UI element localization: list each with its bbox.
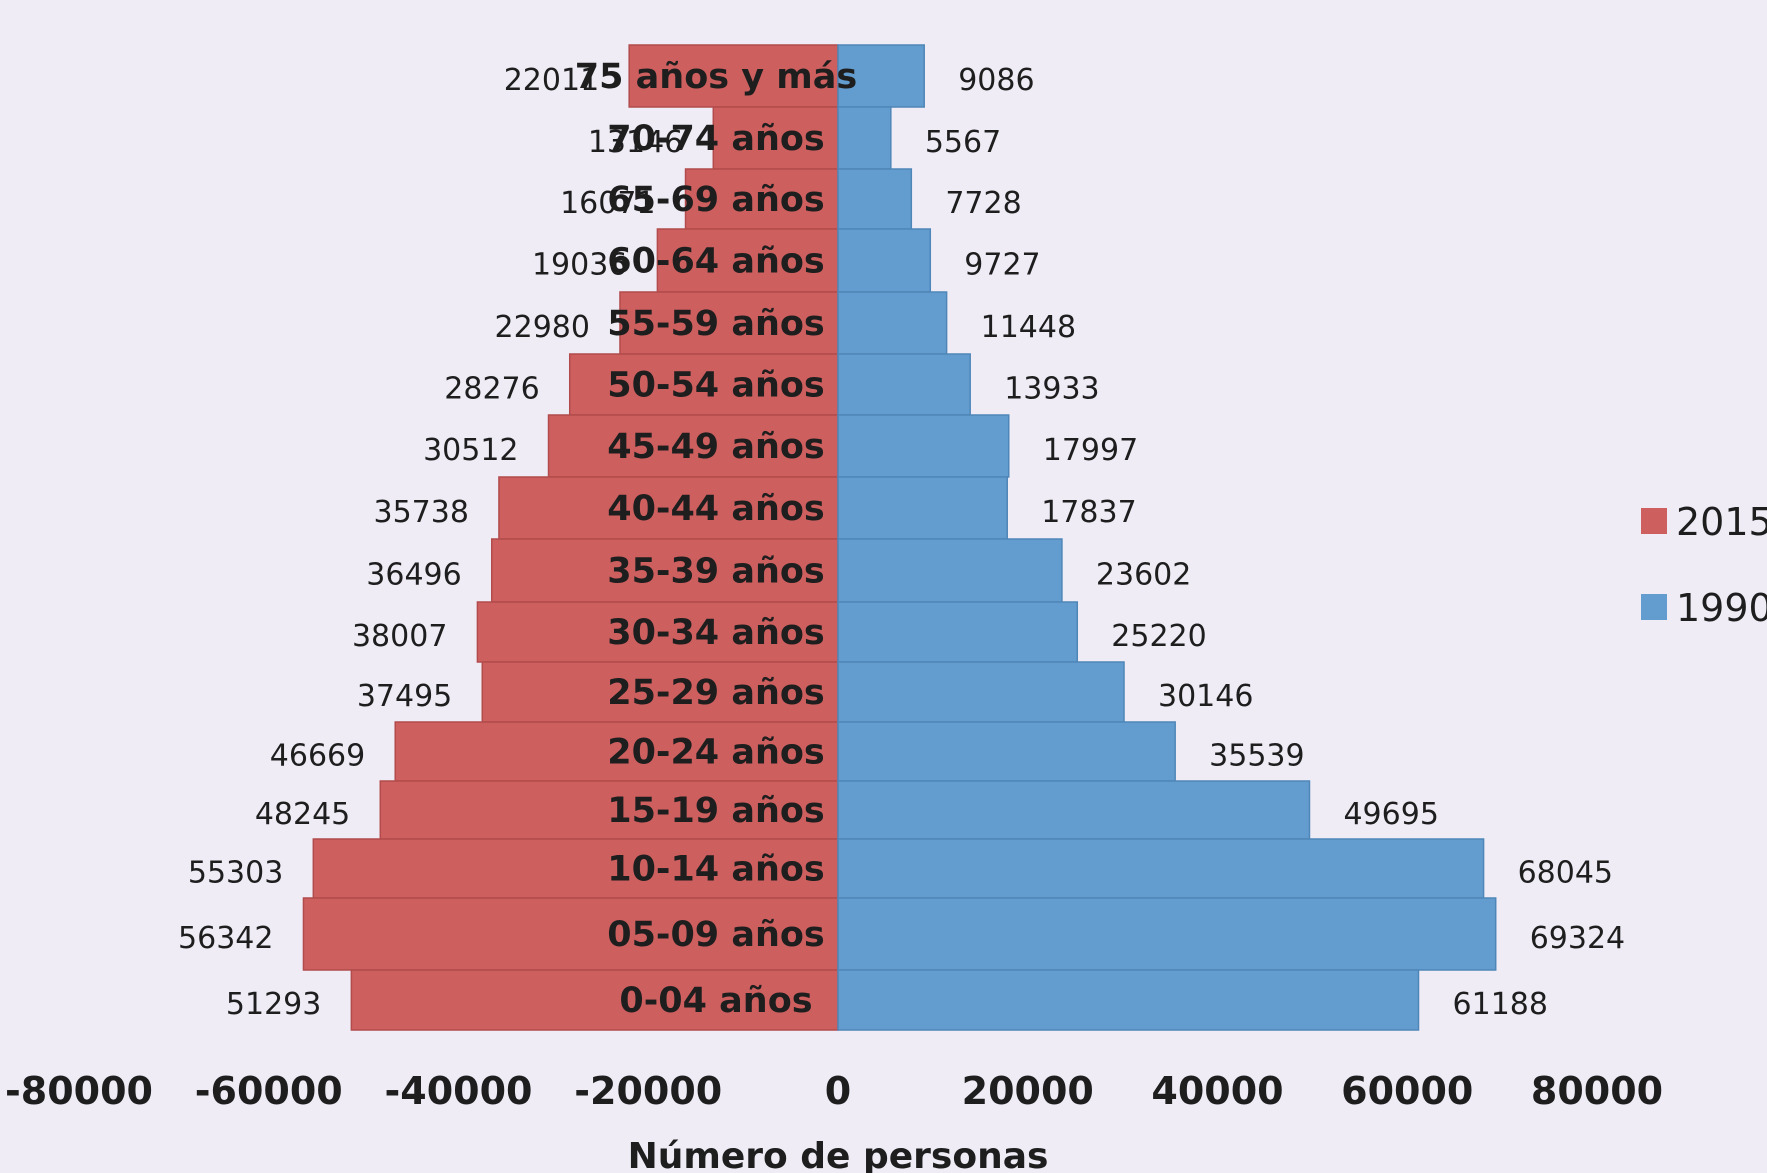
value-label-1990-7: 17837 <box>1041 495 1136 530</box>
category-label-5: 50-54 años <box>607 366 825 406</box>
category-label-9: 30-34 años <box>607 613 825 653</box>
category-label-10: 25-29 años <box>607 673 825 713</box>
bar-1990-3 <box>837 228 932 293</box>
category-label-8: 35-39 años <box>607 552 825 592</box>
bar-1990-9 <box>837 601 1079 663</box>
bars-series-2015 <box>302 44 839 1031</box>
x-axis-title: Número de personas <box>628 1136 1049 1173</box>
bar-2015-0 <box>628 44 839 108</box>
category-label-4: 55-59 años <box>607 304 825 344</box>
value-label-1990-2: 7728 <box>945 186 1021 221</box>
value-label-2015-8: 36496 <box>366 558 461 593</box>
x-tick-1: -60000 <box>195 1069 343 1113</box>
bar-1990-5 <box>837 353 971 416</box>
x-tick-0: -80000 <box>5 1069 153 1113</box>
bar-2015-1 <box>712 106 839 170</box>
bar-1990-10 <box>837 661 1125 723</box>
legend-swatch-1990 <box>1641 594 1667 620</box>
value-label-2015-6: 30512 <box>423 433 518 468</box>
value-label-2015-2: 16071 <box>560 186 655 221</box>
legend: 2015 1990 <box>1641 500 1767 630</box>
value-label-2015-15: 51293 <box>226 987 321 1022</box>
value-label-2015-1: 13146 <box>588 125 683 160</box>
bar-1990-1 <box>837 106 892 170</box>
category-label-3: 60-64 años <box>607 242 825 282</box>
value-label-2015-9: 38007 <box>352 619 447 654</box>
value-label-1990-15: 61188 <box>1453 987 1548 1022</box>
bar-1990-15 <box>837 969 1420 1031</box>
value-label-1990-0: 9086 <box>958 63 1034 98</box>
value-label-1990-12: 49695 <box>1343 797 1438 832</box>
bar-1990-13 <box>837 838 1485 899</box>
bar-1990-14 <box>837 897 1497 971</box>
x-axis-ticks: -80000 -60000 -40000 -20000 0 20000 40000 60000… <box>5 1069 1663 1113</box>
value-label-2015-5: 28276 <box>444 372 539 407</box>
value-label-2015-7: 35738 <box>373 495 468 530</box>
value-label-2015-11: 46669 <box>270 739 365 774</box>
value-label-2015-10: 37495 <box>357 679 452 714</box>
bar-1990-4 <box>837 291 948 355</box>
category-label-7: 40-44 años <box>607 489 825 529</box>
value-label-2015-12: 48245 <box>255 797 350 832</box>
value-label-1990-9: 25220 <box>1111 619 1206 654</box>
bar-2015-5 <box>568 353 839 416</box>
value-label-2015-14: 56342 <box>178 921 273 956</box>
value-label-2015-3: 19036 <box>532 248 627 283</box>
x-tick-4: 0 <box>825 1069 851 1113</box>
value-label-2015-4: 22980 <box>495 310 590 345</box>
category-label-11: 20-24 años <box>607 733 825 773</box>
bar-2015-13 <box>312 838 839 899</box>
value-label-1990-13: 68045 <box>1518 856 1613 891</box>
x-tick-6: 40000 <box>1151 1069 1283 1113</box>
value-label-1990-14: 69324 <box>1530 921 1625 956</box>
value-label-1990-4: 11448 <box>981 310 1076 345</box>
value-label-1990-6: 17997 <box>1043 433 1138 468</box>
bar-1990-2 <box>837 168 913 230</box>
legend-swatch-2015 <box>1641 508 1667 534</box>
value-label-2015-13: 55303 <box>188 856 283 891</box>
x-tick-8: 80000 <box>1531 1069 1663 1113</box>
value-label-1990-11: 35539 <box>1209 739 1304 774</box>
category-labels: 75 años y más 70-74 años 65-69 años 60-64 a… <box>575 57 857 1021</box>
x-tick-3: -20000 <box>574 1069 722 1113</box>
x-tick-7: 60000 <box>1341 1069 1473 1113</box>
bar-1990-11 <box>837 721 1176 782</box>
category-label-6: 45-49 años <box>607 427 825 467</box>
value-label-1990-1: 5567 <box>925 125 1001 160</box>
bar-2015-7 <box>498 476 839 540</box>
bars-series-1990 <box>837 44 1497 1031</box>
bar-1990-0 <box>837 44 925 108</box>
bar-2015-3 <box>656 228 839 293</box>
value-label-2015-0: 22011 <box>504 63 599 98</box>
x-tick-5: 20000 <box>962 1069 1094 1113</box>
bar-2015-2 <box>684 168 839 230</box>
category-label-13: 10-14 años <box>607 850 825 890</box>
value-labels: 22011 9086 13146 5567 16071 7728 19036 9727 2298… <box>178 63 1625 1022</box>
value-label-1990-10: 30146 <box>1158 679 1253 714</box>
bar-1990-12 <box>837 780 1311 840</box>
category-label-15: 0-04 años <box>619 981 812 1021</box>
bar-1990-8 <box>837 538 1063 603</box>
category-label-14: 05-09 años <box>607 915 825 955</box>
value-label-1990-8: 23602 <box>1096 558 1191 593</box>
bar-1990-7 <box>837 476 1008 540</box>
bar-2015-15 <box>350 969 839 1031</box>
bar-1990-6 <box>837 414 1010 478</box>
category-label-2: 65-69 años <box>607 180 825 220</box>
category-label-12: 15-19 años <box>607 791 825 831</box>
bar-2015-11 <box>394 721 839 782</box>
x-tick-2: -40000 <box>385 1069 533 1113</box>
category-label-1: 70-74 años <box>607 119 825 159</box>
value-label-1990-3: 9727 <box>964 248 1040 283</box>
category-label-0: 75 años y más <box>575 57 857 97</box>
legend-label-1990: 1990 <box>1676 586 1767 630</box>
legend-label-2015: 2015 <box>1676 500 1767 544</box>
bar-2015-9 <box>476 601 839 663</box>
value-label-1990-5: 13933 <box>1004 372 1099 407</box>
